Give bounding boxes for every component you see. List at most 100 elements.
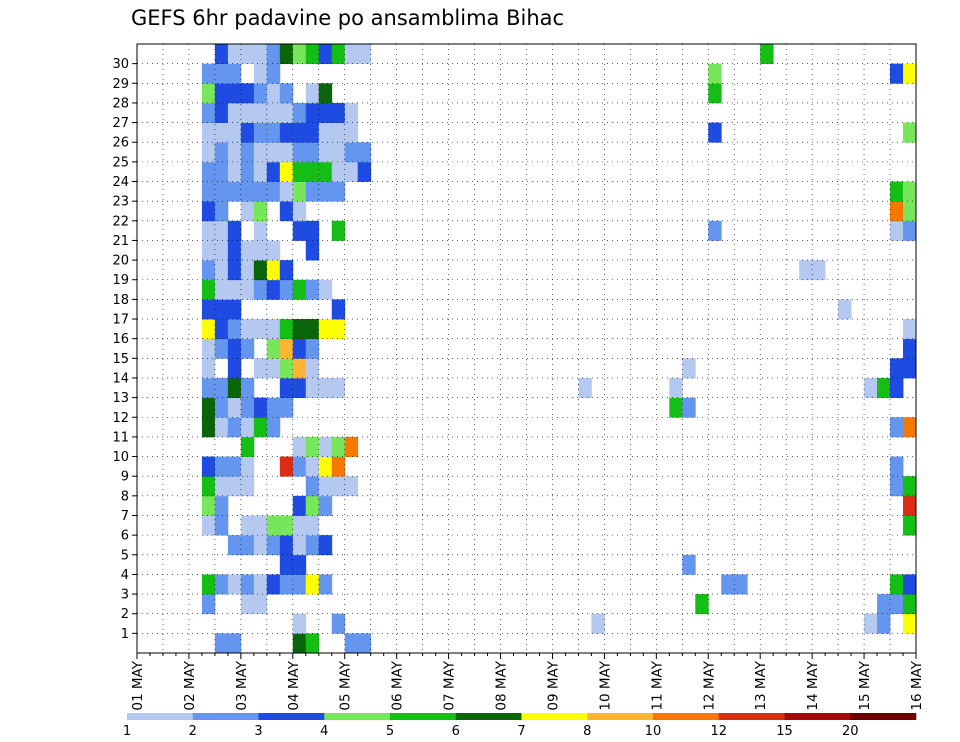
- heatmap-cell: [279, 279, 294, 300]
- heatmap-cell: [357, 142, 372, 163]
- heatmap-cell: [305, 319, 320, 340]
- y-tick-label: 19: [112, 273, 129, 288]
- heatmap-cell: [240, 594, 255, 615]
- heatmap-cell: [292, 319, 307, 340]
- heatmap-cell: [864, 613, 878, 634]
- heatmap-cell: [253, 102, 268, 123]
- heatmap-cell: [227, 260, 242, 281]
- heatmap-cell: [903, 338, 917, 359]
- heatmap-cell: [708, 220, 722, 241]
- heatmap-cell: [253, 535, 268, 556]
- heatmap-cell: [305, 495, 320, 516]
- heatmap-cell: [240, 279, 255, 300]
- heatmap-cell: [240, 338, 255, 359]
- heatmap-cell: [201, 515, 216, 536]
- heatmap-cell: [279, 554, 294, 575]
- heatmap-cell: [292, 613, 307, 634]
- y-tick-label: 5: [121, 548, 129, 563]
- heatmap-cell: [292, 44, 307, 65]
- y-tick-label: 2: [121, 607, 129, 622]
- heatmap-cell: [240, 476, 255, 497]
- heatmap-cell: [669, 377, 683, 399]
- heatmap-cell: [201, 299, 216, 320]
- x-tick-label: 08 MAY: [494, 660, 510, 710]
- heatmap-cell: [240, 397, 255, 418]
- heatmap-cell: [318, 495, 333, 516]
- heatmap-cell: [201, 456, 216, 477]
- colorbar-label: 3: [254, 724, 262, 739]
- heatmap-cell: [682, 554, 696, 575]
- heatmap-cell: [305, 436, 320, 457]
- heatmap-cell: [240, 515, 255, 536]
- heatmap-cell: [227, 220, 242, 241]
- heatmap-cell: [266, 515, 281, 536]
- heatmap-cell: [864, 377, 878, 399]
- heatmap-cell: [292, 279, 307, 300]
- heatmap-cell: [266, 260, 281, 281]
- heatmap-cell: [214, 220, 229, 241]
- heatmap-cell: [214, 495, 229, 516]
- y-tick-label: 17: [112, 313, 129, 328]
- y-tick-label: 26: [112, 136, 129, 151]
- heatmap-cell: [227, 456, 242, 477]
- heatmap-cell: [305, 535, 320, 556]
- colorbar-swatch: [850, 713, 917, 720]
- heatmap-cell: [292, 338, 307, 359]
- heatmap-cell: [266, 102, 281, 123]
- heatmap-cell: [890, 574, 904, 595]
- x-tick-label: 12 MAY: [701, 660, 717, 710]
- heatmap-cell: [253, 397, 268, 418]
- y-tick-label: 1: [121, 627, 129, 642]
- heatmap-cell: [903, 574, 917, 595]
- heatmap-cell: [890, 181, 904, 202]
- heatmap-cell: [201, 83, 216, 104]
- heatmap-cell: [305, 633, 320, 654]
- x-tick-label: 02 MAY: [182, 660, 198, 710]
- colorbar-swatch: [784, 713, 851, 720]
- heatmap-cell: [201, 574, 216, 595]
- heatmap-cell: [318, 535, 333, 556]
- heatmap-cell: [903, 63, 917, 84]
- heatmap-cell: [318, 122, 333, 143]
- heatmap-cell: [903, 122, 917, 143]
- heatmap-cell: [877, 594, 891, 615]
- heatmap-cell: [812, 260, 826, 281]
- heatmap-cell: [279, 181, 294, 202]
- colorbar-swatch: [455, 713, 522, 720]
- colorbar-label: 6: [452, 724, 460, 739]
- heatmap-cell: [201, 142, 216, 163]
- heatmap-cell: [266, 574, 281, 595]
- heatmap-cell: [266, 319, 281, 340]
- heatmap-cell: [305, 161, 320, 182]
- heatmap-cell: [331, 142, 346, 163]
- heatmap-cell: [253, 142, 268, 163]
- heatmap-cell: [305, 279, 320, 300]
- heatmap-cell: [903, 476, 917, 497]
- heatmap-cell: [305, 358, 320, 379]
- heatmap-cell: [318, 319, 333, 340]
- heatmap-cell: [279, 358, 294, 379]
- heatmap-cell: [344, 436, 359, 457]
- heatmap-cell: [903, 220, 917, 241]
- heatmap-cell: [331, 161, 346, 182]
- heatmap-cell: [331, 44, 346, 65]
- heatmap-cell: [890, 377, 904, 399]
- x-tick-label: 14 MAY: [805, 660, 821, 710]
- heatmap-cell: [682, 397, 696, 418]
- heatmap-cell: [799, 260, 813, 281]
- heatmap-cell: [227, 44, 242, 65]
- heatmap-cell: [331, 220, 346, 241]
- heatmap-cell: [201, 338, 216, 359]
- heatmap-cell: [201, 417, 216, 438]
- heatmap-cell: [903, 181, 917, 202]
- heatmap-cell: [890, 594, 904, 615]
- heatmap-cell: [305, 240, 320, 261]
- heatmap-cell: [227, 574, 242, 595]
- heatmap-cell: [214, 456, 229, 477]
- heatmap-cell: [240, 122, 255, 143]
- x-tick-label: 11 MAY: [649, 660, 665, 710]
- colorbar-swatch: [192, 713, 259, 720]
- heatmap-cell: [279, 44, 294, 65]
- heatmap-cell: [214, 574, 229, 595]
